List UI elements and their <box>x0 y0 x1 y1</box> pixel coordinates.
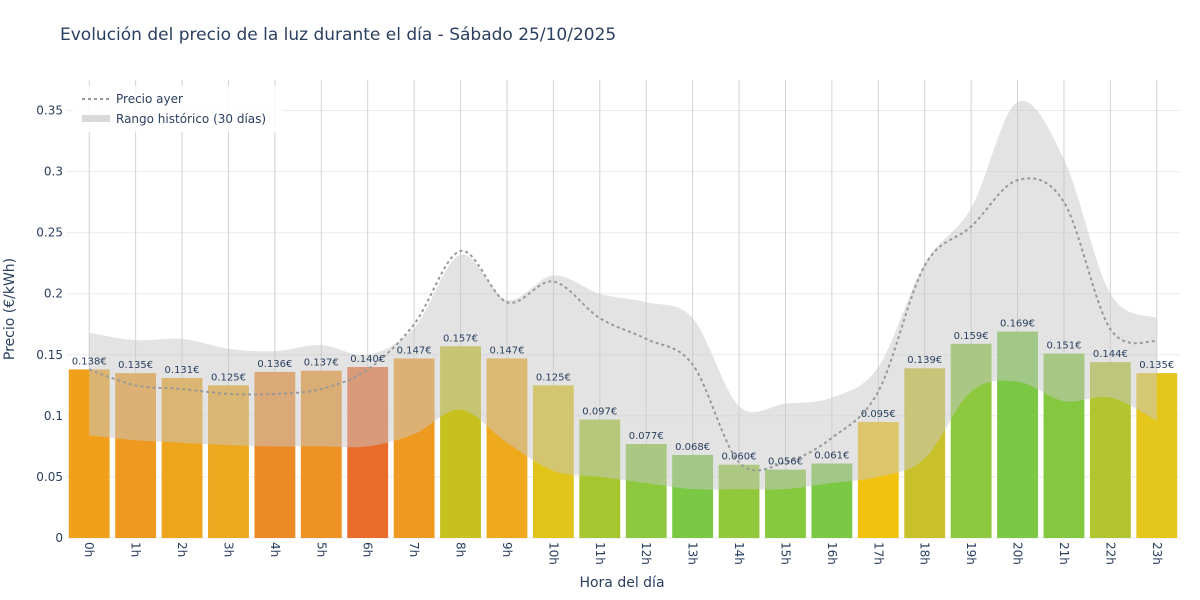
x-tick-2h: 2h <box>175 542 189 557</box>
x-tick-23h: 23h <box>1150 542 1164 565</box>
x-tick-17h: 17h <box>871 542 885 565</box>
bar-label-21h: 0.151€ <box>1046 341 1081 352</box>
x-tick-8h: 8h <box>454 542 468 557</box>
bar-label-14h: 0.060€ <box>722 452 757 463</box>
legend-line-label: Precio ayer <box>116 92 183 106</box>
bar-label-16h: 0.061€ <box>814 450 849 461</box>
x-tick-7h: 7h <box>407 542 421 557</box>
x-tick-4h: 4h <box>268 542 282 557</box>
x-axis-title: Hora del día <box>579 575 664 591</box>
bar-label-11h: 0.097€ <box>582 407 617 418</box>
x-tick-20h: 20h <box>1011 542 1025 565</box>
bar-label-10h: 0.125€ <box>536 372 571 383</box>
bar-labels: 0.138€ 0.135€ 0.131€ 0.125€ 0.136€ 0.137€ 0.14… <box>72 319 1175 468</box>
bar-label-1h: 0.135€ <box>118 360 153 371</box>
x-tick-9h: 9h <box>500 542 514 557</box>
legend: Precio ayer Rango histórico (30 días) <box>72 86 282 132</box>
bar-label-7h: 0.147€ <box>397 345 432 356</box>
x-tick-15h: 15h <box>778 542 792 565</box>
bar-label-6h: 0.140€ <box>350 354 385 365</box>
bar-label-17h: 0.095€ <box>861 409 896 420</box>
chart-title: Evolución del precio de la luz durante e… <box>60 25 616 45</box>
y-axis-ticks: 0 0.05 0.1 0.15 0.2 0.25 0.3 0.35 <box>36 104 63 545</box>
bar-label-22h: 0.144€ <box>1093 349 1128 360</box>
x-tick-21h: 21h <box>1057 542 1071 565</box>
bar-label-13h: 0.068€ <box>675 442 710 453</box>
y-tick-1: 0.05 <box>36 470 63 484</box>
y-tick-5: 0.25 <box>36 226 63 240</box>
bar-label-12h: 0.077€ <box>629 431 664 442</box>
y-tick-2: 0.1 <box>44 409 63 423</box>
bar-label-20h: 0.169€ <box>1000 319 1035 330</box>
legend-area-label: Rango histórico (30 días) <box>116 112 266 126</box>
x-tick-1h: 1h <box>129 542 143 557</box>
legend-area-swatch <box>82 115 110 122</box>
yesterday-price-line <box>88 177 1158 472</box>
bar-label-23h: 0.135€ <box>1139 360 1174 371</box>
x-tick-3h: 3h <box>221 542 235 557</box>
bar-label-9h: 0.147€ <box>489 345 524 356</box>
historical-range-area <box>89 100 1157 490</box>
y-tick-7: 0.35 <box>36 104 63 118</box>
bar-label-8h: 0.157€ <box>443 333 478 344</box>
bar-label-18h: 0.139€ <box>907 355 942 366</box>
bar-label-2h: 0.131€ <box>165 365 200 376</box>
x-tick-10h: 10h <box>546 542 560 565</box>
bar-label-3h: 0.125€ <box>211 372 246 383</box>
x-tick-13h: 13h <box>686 542 700 565</box>
x-tick-19h: 19h <box>964 542 978 565</box>
y-tick-3: 0.15 <box>36 348 63 362</box>
legend-background <box>72 86 282 132</box>
x-tick-12h: 12h <box>639 542 653 565</box>
bar-label-19h: 0.159€ <box>954 331 989 342</box>
x-tick-14h: 14h <box>732 542 746 565</box>
y-axis-title: Precio (€/kWh) <box>2 258 18 360</box>
y-tick-6: 0.3 <box>44 165 63 179</box>
bar-label-5h: 0.137€ <box>304 358 339 369</box>
x-tick-5h: 5h <box>314 542 328 557</box>
x-tick-18h: 18h <box>918 542 932 565</box>
x-tick-6h: 6h <box>361 542 375 557</box>
bar-label-0h: 0.138€ <box>72 356 107 367</box>
historical-range-band <box>89 100 1157 490</box>
bar-label-4h: 0.136€ <box>257 359 292 370</box>
y-tick-0: 0 <box>55 531 63 545</box>
x-tick-22h: 22h <box>1103 542 1117 565</box>
x-tick-16h: 16h <box>825 542 839 565</box>
yesterday-line-path <box>88 177 1158 472</box>
x-tick-11h: 11h <box>593 542 607 565</box>
x-axis-ticks: 0h 1h 2h 3h 4h 5h 6h 7h 8h 9h 10h 11h 12h 13h 14h 15h 16… <box>82 542 1164 565</box>
y-tick-4: 0.2 <box>44 287 63 301</box>
bar-label-15h: 0.056€ <box>768 457 803 468</box>
x-tick-0h: 0h <box>82 542 96 557</box>
